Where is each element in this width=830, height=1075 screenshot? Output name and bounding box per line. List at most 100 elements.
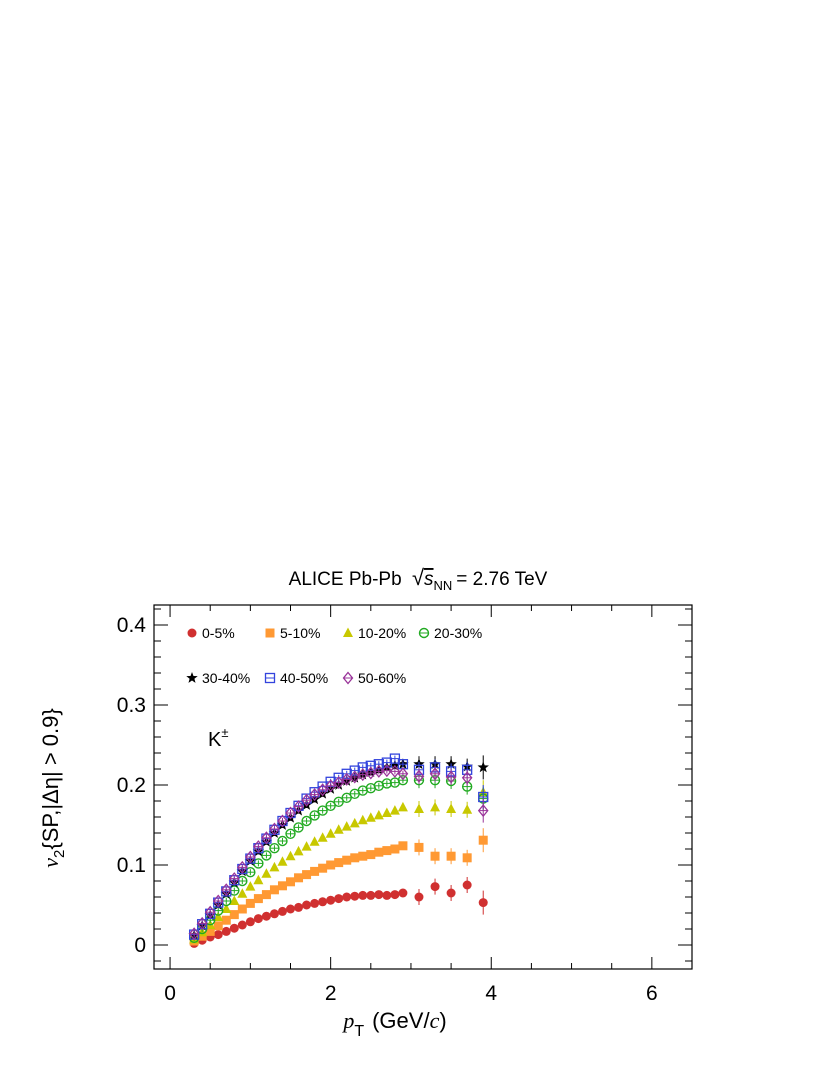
data-point xyxy=(446,803,457,813)
legend-entry: 5-10% xyxy=(265,625,320,641)
data-point xyxy=(358,890,368,900)
data-point xyxy=(221,926,231,936)
data-point xyxy=(269,822,280,836)
data-point xyxy=(397,801,408,812)
data-point xyxy=(381,807,392,817)
data-point xyxy=(341,821,352,831)
data-point xyxy=(276,819,289,830)
data-point xyxy=(228,872,240,886)
chart-title-main: ALICE Pb-Pb xyxy=(289,569,402,590)
y-tick-label: 0 xyxy=(134,934,146,957)
data-point xyxy=(277,881,287,891)
data-point xyxy=(300,799,313,810)
data-point xyxy=(261,831,272,845)
y-tick-label: 0.4 xyxy=(117,614,147,637)
data-point xyxy=(237,888,248,898)
data-point xyxy=(326,895,336,905)
data-point xyxy=(414,842,424,852)
legend-label: 30-40% xyxy=(202,670,250,686)
data-point xyxy=(316,787,329,799)
data-point xyxy=(366,850,376,860)
x-axis-label: pT (GeV/c) xyxy=(341,1008,446,1040)
data-point xyxy=(350,891,360,901)
data-point xyxy=(204,905,216,919)
data-point xyxy=(389,764,401,778)
data-point xyxy=(462,880,472,890)
x-tick-label: 0 xyxy=(164,982,176,1005)
x-axis-label-rest-open: (GeV/ xyxy=(372,1008,430,1033)
data-point xyxy=(309,788,320,802)
series-5-10pct xyxy=(189,828,488,946)
legend-entry: 0-5% xyxy=(187,625,235,641)
x-axis-label-sub: T xyxy=(354,1023,364,1040)
data-point xyxy=(398,888,408,898)
x-axis-label-c: c xyxy=(430,1008,440,1033)
chart-title-energy-sub: NN xyxy=(434,578,453,593)
legend-entry: 40-50% xyxy=(264,670,328,686)
legend-entry: 10-20% xyxy=(343,625,406,641)
data-point xyxy=(237,920,247,930)
data-point xyxy=(261,890,271,900)
data-point xyxy=(397,767,409,781)
data-point xyxy=(349,770,361,784)
data-point xyxy=(478,898,488,908)
data-point xyxy=(213,921,223,931)
data-point xyxy=(188,927,200,941)
data-point xyxy=(382,846,392,856)
x-axis-label-rest-close: ) xyxy=(439,1008,446,1033)
data-point xyxy=(229,923,239,933)
legend-entry: 30-40% xyxy=(186,670,250,686)
data-point xyxy=(341,772,353,786)
legend-entry: 50-60% xyxy=(342,670,406,686)
x-axis: 0 2 4 6 xyxy=(164,605,693,1005)
chart-title-energy-val: = 2.76 TeV xyxy=(456,569,547,590)
data-point xyxy=(413,803,424,813)
legend-label: 40-50% xyxy=(280,670,328,686)
data-point xyxy=(357,814,368,825)
data-point xyxy=(245,850,256,864)
data-point xyxy=(285,850,296,861)
data-point xyxy=(374,847,384,857)
data-point xyxy=(237,904,247,914)
series-50-60pct xyxy=(188,764,489,941)
data-point xyxy=(342,892,352,902)
data-point xyxy=(269,861,280,872)
data-point xyxy=(253,894,263,904)
legend-marker xyxy=(343,627,353,637)
data-point xyxy=(429,767,441,781)
data-point xyxy=(301,841,312,851)
data-point xyxy=(318,897,328,907)
data-point xyxy=(253,840,264,854)
plot-frame xyxy=(153,604,693,970)
data-point xyxy=(310,866,320,876)
data-point xyxy=(365,812,376,822)
particle-annotation-sup: ± xyxy=(221,725,228,740)
data-point xyxy=(478,835,488,845)
data-point xyxy=(430,851,440,861)
legend: 0-5% 5-10% 10-20% 20-30% 30-40% 40-50% 50-60% xyxy=(186,625,482,686)
data-point xyxy=(308,793,321,805)
data-point xyxy=(253,874,264,885)
data-point xyxy=(220,883,232,897)
x-tick-label: 4 xyxy=(485,982,497,1005)
data-point xyxy=(205,926,215,936)
legend-label: 20-30% xyxy=(434,625,482,641)
data-point xyxy=(245,898,255,908)
legend-label: 50-60% xyxy=(358,670,406,686)
data-point xyxy=(461,771,473,785)
data-point xyxy=(349,817,360,828)
data-point xyxy=(382,890,392,900)
data-point xyxy=(462,804,473,814)
legend-label: 5-10% xyxy=(280,625,320,641)
data-point xyxy=(245,917,255,927)
legend-marker xyxy=(186,672,198,683)
data-point xyxy=(294,902,304,912)
data-point xyxy=(301,793,312,807)
data-point xyxy=(302,870,312,880)
data-point xyxy=(253,914,263,924)
data-point xyxy=(269,885,279,895)
data-point xyxy=(221,903,232,913)
legend-marker xyxy=(265,628,275,638)
data-point xyxy=(229,910,239,920)
